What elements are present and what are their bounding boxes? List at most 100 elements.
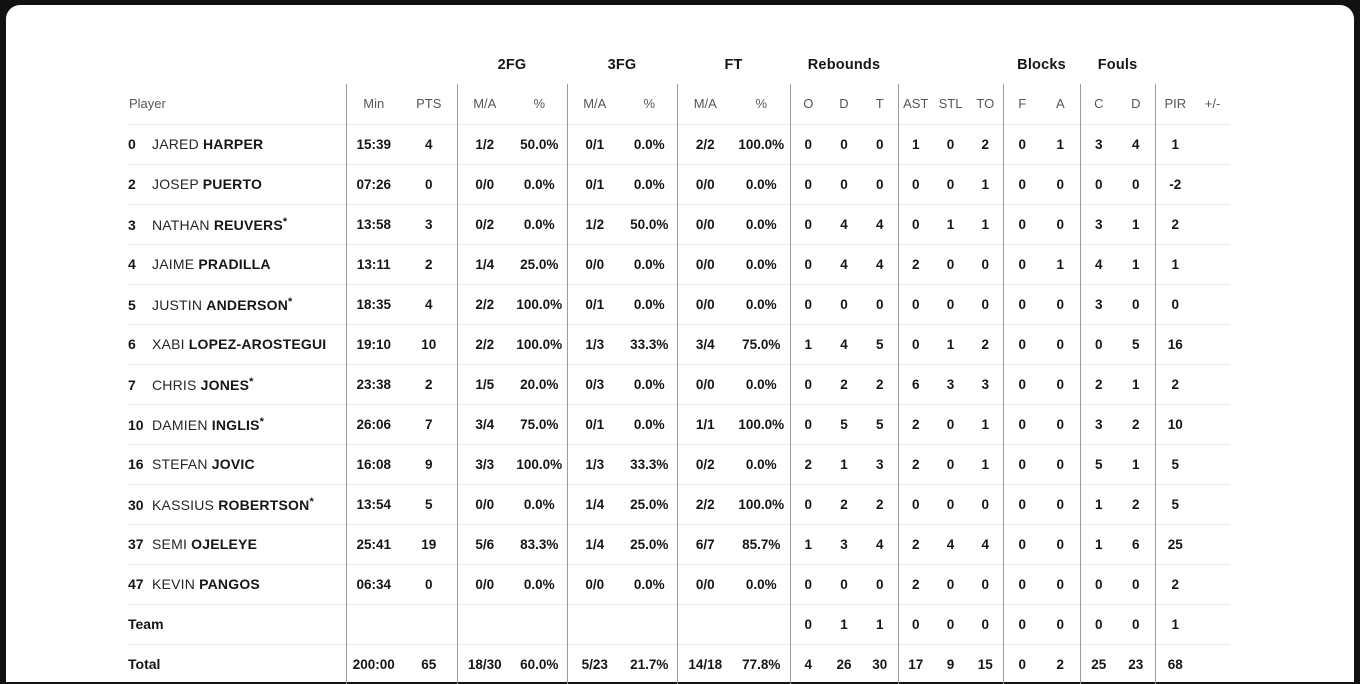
cell-fg3ma: 1/4 [566, 483, 622, 524]
cell-min: 25:41 [345, 523, 401, 564]
cell-reb_d: 0 [826, 123, 862, 164]
player-first-name: JUSTIN [152, 296, 207, 313]
col-ft-pct: % [755, 96, 768, 112]
cell-fg3pct: 33.3% [622, 443, 677, 484]
cell-ast: 0 [897, 483, 934, 524]
player-row: 47 KEVIN PANGOS 06:34 0 0/0 0.0% 0/0 0.0% 0/0 0.0… [128, 563, 1231, 604]
cell-blk_f: 0 [1002, 643, 1042, 684]
cell-min [345, 603, 401, 644]
player-row: 10 DAMIEN INGLIS* 26:06 7 3/4 75.0% 0/1 0.0% 1/1… [128, 403, 1231, 444]
cell-fg2pct: 25.0% [512, 243, 567, 284]
cell-fg3pct: 21.7% [622, 643, 677, 684]
cell-blk_f: 0 [1002, 403, 1042, 444]
starter-mark: * [288, 295, 293, 308]
cell-blk_f: 0 [1002, 523, 1042, 564]
cell-ftma: 0/0 [676, 203, 733, 244]
cell-reb_t: 4 [862, 203, 899, 244]
cell-pir: 5 [1154, 443, 1196, 484]
cell-reb_t: 5 [862, 403, 899, 444]
cell-min: 15:39 [345, 123, 401, 164]
table-head: 2FG 3FG FT Rebounds Blocks Fouls Player … [128, 46, 1230, 124]
cell-pts: 2 [401, 243, 457, 284]
cell-foul_c: 3 [1079, 123, 1118, 164]
player-last-name: OJELEYE [191, 536, 258, 552]
player-name-cell: 10 DAMIEN INGLIS* [128, 403, 346, 444]
cell-fg3ma: 0/1 [566, 123, 622, 164]
player-row: 3 NATHAN REUVERS* 13:58 3 0/2 0.0% 1/2 50.0% 0/0… [128, 203, 1231, 244]
cell-fg2ma: 5/6 [456, 523, 512, 564]
player-last-name: HARPER [203, 136, 264, 152]
player-name-cell: Total [128, 643, 346, 684]
col-foul-c: C [1079, 84, 1118, 124]
cell-pts: 9 [401, 443, 457, 484]
player-last-name: JONES [200, 376, 250, 393]
cell-pts: 4 [401, 123, 457, 164]
group-fouls-label: Fouls [1097, 57, 1138, 73]
cell-foul_d: 1 [1117, 203, 1156, 244]
cell-fg2ma: 1/4 [456, 243, 512, 284]
cell-blk_f: 0 [1002, 603, 1042, 644]
cell-foul_d: 0 [1117, 563, 1156, 604]
col-2fg-ma: M/A [456, 84, 512, 124]
cell-ast: 2 [897, 563, 934, 604]
cell-pts [401, 603, 457, 644]
cell-ast: 2 [897, 243, 934, 284]
cell-pts: 3 [401, 203, 457, 244]
cell-blk_f: 0 [1002, 323, 1042, 364]
cell-fg3ma: 0/3 [566, 363, 622, 404]
cell-reb_d: 0 [826, 283, 862, 324]
cell-fg2pct: 60.0% [512, 643, 567, 684]
cell-reb_t: 4 [862, 523, 899, 564]
cell-blk_f: 0 [1002, 483, 1042, 524]
cell-reb_o: 0 [789, 123, 826, 164]
cell-foul_c: 4 [1079, 243, 1118, 284]
starter-mark: * [309, 495, 314, 508]
cell-fg2ma: 3/3 [456, 443, 512, 484]
group-header-row: 2FG 3FG FT Rebounds Blocks Fouls [128, 46, 1230, 84]
cell-pir: 1 [1154, 123, 1196, 164]
cell-fg3ma: 0/0 [566, 563, 622, 604]
cell-foul_d: 23 [1117, 643, 1156, 684]
starter-mark: * [249, 375, 254, 388]
row-label: Team [128, 616, 164, 632]
cell-reb_d: 4 [826, 243, 862, 284]
cell-min: 13:11 [345, 243, 401, 284]
cell-pir: 10 [1154, 403, 1196, 444]
cell-min: 18:35 [345, 283, 401, 324]
cell-reb_d: 26 [826, 643, 862, 684]
cell-ftpct: 77.8% [733, 643, 790, 684]
player-last-name: PRADILLA [198, 256, 271, 272]
cell-reb_d: 4 [826, 323, 862, 364]
cell-reb_t: 5 [862, 323, 899, 364]
cell-fg2ma [456, 603, 512, 644]
col-stl: STL [938, 96, 963, 112]
cell-fg3pct: 25.0% [622, 523, 677, 564]
cell-pir: 68 [1154, 643, 1196, 684]
player-last-name: PANGOS [199, 576, 260, 592]
cell-blk_f: 0 [1002, 163, 1042, 204]
cell-min: 16:08 [345, 443, 401, 484]
player-name-cell: 7 CHRIS JONES* [128, 363, 346, 404]
cell-stl: 1 [933, 323, 969, 364]
cell-ast: 0 [897, 203, 934, 244]
cell-plusminus [1195, 483, 1231, 524]
cell-blk_f: 0 [1002, 563, 1042, 604]
player-row: 37 SEMI OJELEYE 25:41 19 5/6 83.3% 1/4 25.0% 6/7… [128, 523, 1231, 564]
cell-blk_f: 0 [1002, 363, 1042, 404]
cell-foul_c: 2 [1079, 363, 1118, 404]
jersey-number: 16 [128, 456, 144, 472]
col-ast: AST [897, 84, 934, 124]
cell-pts: 10 [401, 323, 457, 364]
cell-ast: 17 [897, 643, 934, 684]
cell-fg3pct: 33.3% [622, 323, 677, 364]
cell-blk_a: 2 [1041, 643, 1081, 684]
jersey-number: 10 [128, 416, 144, 433]
cell-foul_c: 1 [1079, 523, 1118, 564]
cell-stl: 0 [933, 483, 969, 524]
cell-pir: 16 [1154, 323, 1196, 364]
cell-foul_d: 5 [1117, 323, 1156, 364]
player-first-name: JARED [152, 136, 203, 152]
col-player: Player [129, 96, 166, 112]
cell-foul_c: 3 [1079, 403, 1118, 444]
cell-plusminus [1195, 163, 1231, 204]
